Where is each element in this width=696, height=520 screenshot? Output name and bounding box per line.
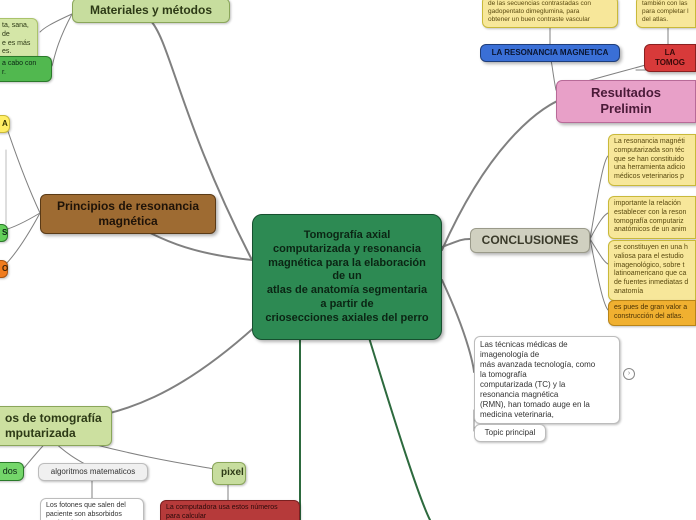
node-conclusion-4[interactable]: es pues de gran valor aconstrucción del … <box>608 300 696 326</box>
node-secuencias[interactable]: de las secuencias contrastadas congadope… <box>482 0 618 28</box>
node-topic-principal[interactable]: Topic principal <box>474 424 546 442</box>
node-cabo-fragment[interactable]: a cabo conr. <box>0 56 52 82</box>
node-la-tomog[interactable]: LA TOMOG <box>644 44 696 72</box>
node-conclusiones[interactable]: CONCLUSIONES <box>470 228 590 253</box>
node-perra-fragment[interactable]: ta, sana, dee es máses. <box>0 18 38 61</box>
central-topic[interactable]: Tomografía axialcomputarizada y resonanc… <box>252 214 442 340</box>
node-principios-resonancia[interactable]: Principios de resonanciamagnética <box>40 194 216 234</box>
node-fotones[interactable]: Los fotones que salen delpaciente son ab… <box>40 498 144 520</box>
node-la-resonancia-magnetica[interactable]: LA RESONANCIA MAGNETICA <box>480 44 620 62</box>
node-dos[interactable]: dos <box>0 462 24 481</box>
node-orange-o[interactable]: O <box>0 260 8 278</box>
node-conclusion-3[interactable]: se constituyen en una hvaliosa para el e… <box>608 240 696 301</box>
node-algoritmos[interactable]: algoritmos matematicos <box>38 463 148 481</box>
node-conclusion-1[interactable]: La resonancia magnéticomputarizada son t… <box>608 134 696 186</box>
node-resultados-preliminares[interactable]: Resultados Prelimin <box>556 80 696 123</box>
node-materiales-metodos[interactable]: Materiales y métodos <box>72 0 230 23</box>
node-conclusion-2[interactable]: importante la relaciónestablecer con la … <box>608 196 696 239</box>
expand-toggle-icon[interactable]: › <box>623 368 635 380</box>
mindmap-canvas: Tomografía axialcomputarizada y resonanc… <box>0 0 696 520</box>
node-tecnicas-medicas[interactable]: Las técnicas médicas deimagenología demá… <box>474 336 620 424</box>
node-yellow-a[interactable]: A <box>0 115 10 133</box>
node-tomografia-computarizada[interactable]: os de tomografíamputarizada <box>0 406 112 446</box>
node-computadora[interactable]: La computadora usa estos númerospara cal… <box>160 500 300 520</box>
node-pixel[interactable]: pixel <box>212 462 246 485</box>
node-tambien[interactable]: también con laspara completar ldel atlas… <box>636 0 696 28</box>
node-green-s[interactable]: S <box>0 224 8 242</box>
